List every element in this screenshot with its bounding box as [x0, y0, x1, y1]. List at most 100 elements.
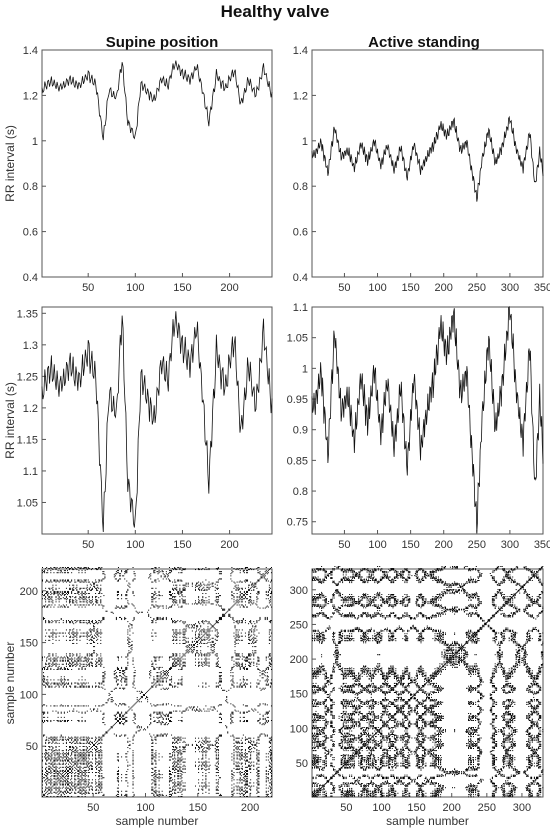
recurrence-point [46, 738, 48, 740]
recurrence-point [164, 715, 166, 717]
recurrence-point [50, 769, 52, 771]
recurrence-point [200, 743, 202, 745]
recurrence-point [102, 607, 104, 609]
recurrence-point [81, 594, 83, 596]
recurrence-point [164, 575, 166, 577]
recurrence-point [76, 654, 78, 656]
recurrence-point [98, 762, 100, 764]
recurrence-point [206, 588, 208, 590]
recurrence-point [77, 776, 79, 778]
recurrence-point [174, 663, 176, 665]
recurrence-point [206, 747, 208, 749]
recurrence-point [174, 792, 176, 794]
recurrence-point [151, 597, 153, 599]
recurrence-point [83, 750, 85, 752]
recurrence-point [117, 770, 119, 772]
recurrence-point [174, 760, 176, 762]
recurrence-point [98, 659, 100, 661]
recurrence-point [198, 661, 200, 663]
recurrence-point [51, 593, 53, 595]
recurrence-point [62, 783, 64, 785]
recurrence-point [76, 661, 78, 663]
recurrence-point [44, 598, 46, 600]
recurrence-point [123, 575, 125, 577]
recurrence-point [64, 795, 66, 797]
recurrence-point [46, 580, 48, 582]
recurrence-point [78, 778, 80, 780]
recurrence-point [87, 597, 89, 599]
recurrence-point [172, 653, 174, 655]
recurrence-point [57, 606, 59, 608]
recurrence-point [75, 632, 77, 634]
recurrence-point [59, 705, 61, 707]
recurrence-point [176, 653, 178, 655]
recurrence-point [179, 710, 181, 712]
recurrence-point [95, 749, 97, 751]
recurrence-point [197, 637, 199, 639]
recurrence-point [46, 657, 48, 659]
recurrence-point [226, 699, 228, 701]
recurrence-point [79, 620, 81, 622]
recurrence-point [104, 577, 106, 579]
recurrence-point [46, 750, 48, 752]
recurrence-point [101, 750, 103, 752]
recurrence-point [205, 682, 207, 684]
recurrence-point [200, 626, 202, 628]
recurrence-point [66, 572, 68, 574]
recurrence-point [126, 570, 128, 572]
recurrence-point [182, 749, 184, 751]
recurrence-point [162, 722, 164, 724]
recurrence-point [100, 746, 102, 747]
recurrence-point [132, 591, 134, 593]
x-tick-label: 200 [220, 282, 238, 294]
recurrence-point [212, 637, 214, 639]
recurrence-point [211, 583, 213, 585]
recurrence-point [180, 753, 182, 755]
recurrence-point [171, 681, 173, 683]
recurrence-point [136, 726, 138, 728]
recurrence-point [78, 606, 80, 608]
recurrence-point [153, 681, 155, 683]
recurrence-point [138, 690, 140, 692]
recurrence-point [62, 792, 64, 794]
recurrence-point [96, 599, 98, 601]
recurrence-point [178, 632, 180, 634]
recurrence-point [177, 567, 179, 568]
recurrence-point [156, 672, 158, 674]
recurrence-point [59, 770, 61, 772]
recurrence-point [91, 653, 93, 655]
recurrence-point [100, 584, 102, 586]
recurrence-point [181, 605, 183, 607]
recurrence-point [51, 686, 53, 688]
recurrence-point [57, 716, 59, 718]
recurrence-point [208, 633, 210, 635]
recurrence-point [199, 740, 201, 742]
recurrence-point [199, 642, 201, 644]
recurrence-point [202, 755, 204, 757]
recurrence-point [187, 582, 189, 584]
recurrence-point [185, 646, 187, 648]
recurrence-point [46, 795, 48, 797]
recurrence-point [217, 601, 219, 603]
recurrence-point [99, 754, 101, 756]
recurrence-point [69, 767, 71, 769]
recurrence-point [155, 762, 157, 764]
recurrence-point [175, 596, 177, 598]
recurrence-point [224, 609, 226, 611]
recurrence-point [78, 683, 80, 685]
recurrence-point [82, 757, 84, 759]
recurrence-point [116, 679, 118, 681]
recurrence-point [122, 687, 124, 689]
recurrence-point [91, 588, 93, 590]
recurrence-point [97, 586, 99, 588]
recurrence-point [90, 654, 92, 656]
recurrence-point [77, 579, 79, 581]
recurrence-point [77, 760, 79, 762]
recurrence-point [173, 741, 175, 743]
recurrence-point [179, 765, 181, 767]
recurrence-point [147, 699, 149, 701]
recurrence-point [79, 786, 81, 788]
recurrence-point [147, 727, 149, 729]
recurrence-point [88, 653, 90, 655]
recurrence-point [191, 744, 193, 746]
